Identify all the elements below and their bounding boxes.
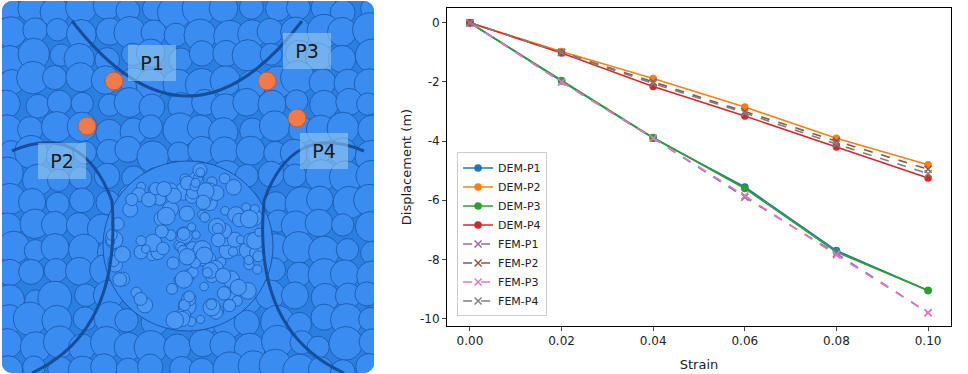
svg-text:DEM-P2: DEM-P2 (498, 181, 541, 194)
svg-text:0.02: 0.02 (548, 334, 575, 348)
svg-text:0.00: 0.00 (457, 334, 484, 348)
svg-text:FEM-P4: FEM-P4 (498, 295, 538, 308)
svg-text:0.10: 0.10 (915, 334, 942, 348)
svg-text:Strain: Strain (680, 357, 719, 372)
svg-text:DEM-P1: DEM-P1 (498, 162, 541, 175)
svg-text:FEM-P2: FEM-P2 (498, 257, 538, 270)
svg-text:P1: P1 (140, 52, 164, 74)
svg-text:FEM-P1: FEM-P1 (498, 238, 538, 251)
svg-text:DEM-P3: DEM-P3 (498, 200, 541, 213)
svg-text:-4: -4 (428, 134, 440, 148)
svg-text:-2: -2 (428, 75, 440, 89)
svg-text:-8: -8 (428, 253, 440, 267)
svg-text:P3: P3 (295, 40, 319, 62)
svg-text:0.08: 0.08 (823, 334, 850, 348)
svg-text:0: 0 (432, 16, 440, 30)
svg-text:0.06: 0.06 (731, 334, 758, 348)
svg-text:P2: P2 (50, 150, 74, 172)
svg-text:-6: -6 (428, 193, 440, 207)
svg-text:0.04: 0.04 (640, 334, 667, 348)
svg-text:Displacement (m): Displacement (m) (399, 109, 414, 225)
svg-text:DEM-P4: DEM-P4 (498, 219, 541, 232)
svg-text:-10: -10 (420, 312, 440, 326)
svg-text:P4: P4 (312, 140, 336, 162)
svg-text:FEM-P3: FEM-P3 (498, 276, 538, 289)
